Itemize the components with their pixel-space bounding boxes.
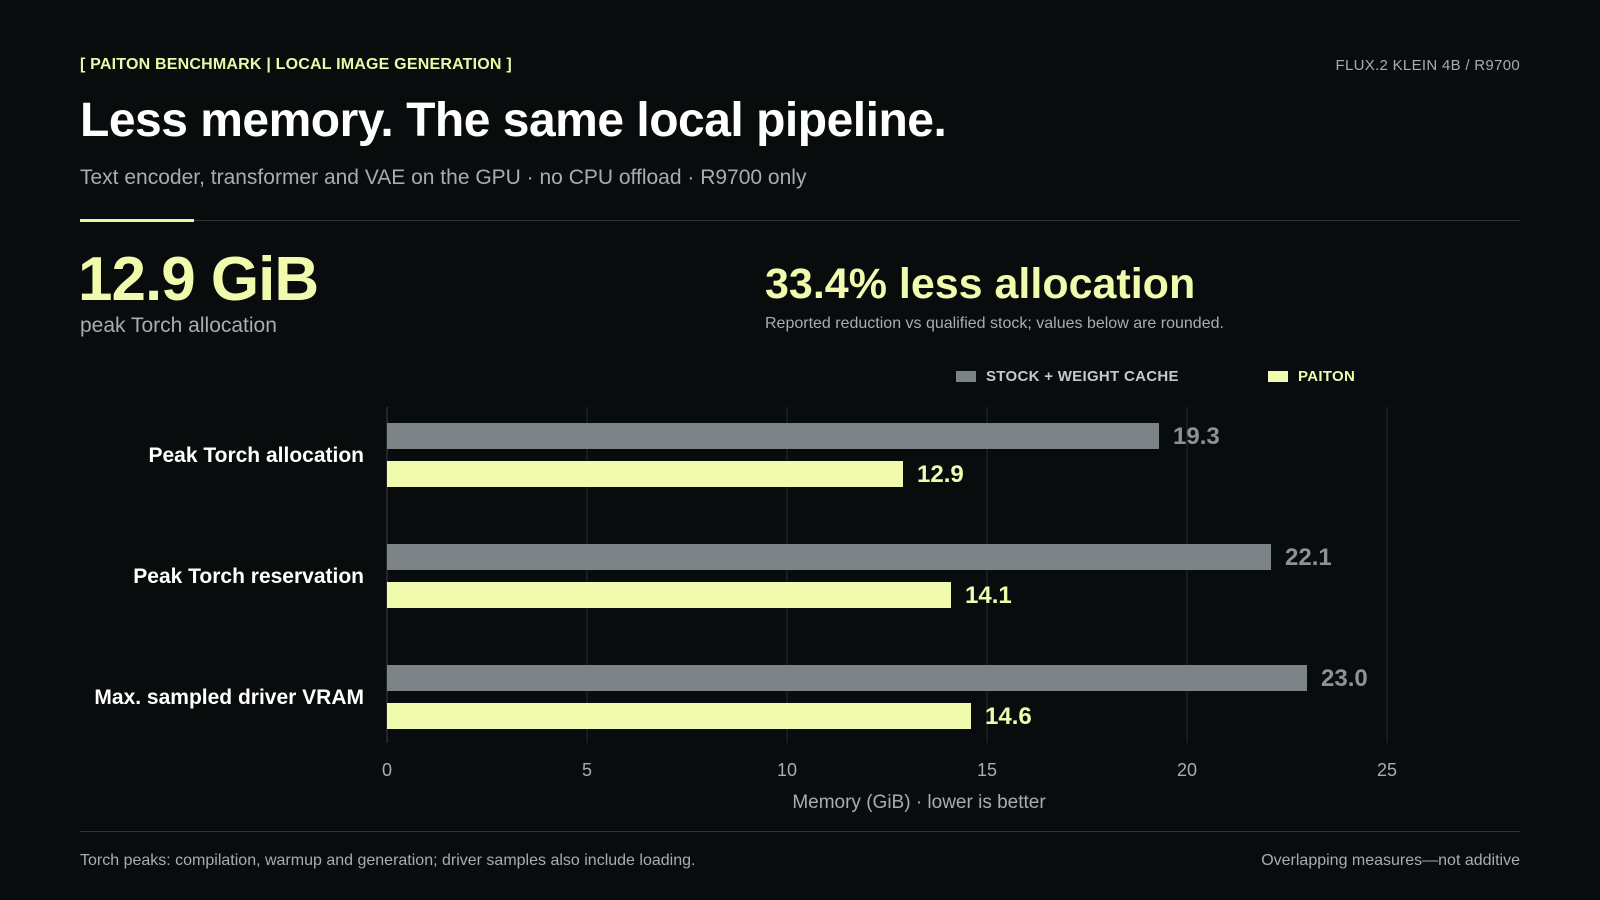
page-title: Less memory. The same local pipeline. xyxy=(80,94,947,147)
reduction-note: Reported reduction vs qualified stock; v… xyxy=(765,315,1224,332)
value-label: 14.1 xyxy=(965,582,1012,609)
category-label: Peak Torch allocation xyxy=(148,444,364,467)
x-tick-label: 0 xyxy=(382,760,392,780)
legend-stock-label: STOCK + WEIGHT CACHE xyxy=(986,368,1179,385)
x-tick-label: 20 xyxy=(1177,760,1197,780)
x-axis-title: Memory (GiB) · lower is better xyxy=(792,792,1046,813)
legend-paiton-swatch xyxy=(1268,371,1288,382)
legend-stock: STOCK + WEIGHT CACHE xyxy=(956,368,1179,385)
value-label: 23.0 xyxy=(1321,665,1368,692)
x-tick-label: 10 xyxy=(777,760,797,780)
paiton-bar xyxy=(387,582,951,608)
kicker: [ PAITON BENCHMARK | LOCAL IMAGE GENERAT… xyxy=(80,56,512,73)
footer-divider xyxy=(80,831,1520,832)
stock-bar xyxy=(387,423,1159,449)
paiton-bar xyxy=(387,461,903,487)
header-divider-accent xyxy=(80,219,194,222)
reduction-stat: 33.4% less allocation xyxy=(765,260,1196,308)
x-tick-label: 15 xyxy=(977,760,997,780)
footer-note-left: Torch peaks: compilation, warmup and gen… xyxy=(80,852,696,869)
category-label: Peak Torch reservation xyxy=(133,565,364,588)
paiton-bar xyxy=(387,703,971,729)
legend-paiton: PAITON xyxy=(1268,368,1355,385)
model-tag: FLUX.2 KLEIN 4B / R9700 xyxy=(1335,57,1520,74)
peak-stat-value: 12.9 GiB xyxy=(78,245,319,314)
legend-stock-swatch xyxy=(956,371,976,382)
header-divider xyxy=(80,220,1520,221)
page-subtitle: Text encoder, transformer and VAE on the… xyxy=(80,166,807,189)
value-label: 12.9 xyxy=(917,461,964,488)
stock-bar xyxy=(387,544,1271,570)
stock-bar xyxy=(387,665,1307,691)
value-label: 14.6 xyxy=(985,703,1032,730)
peak-stat-label: peak Torch allocation xyxy=(80,314,277,337)
x-tick-label: 5 xyxy=(582,760,592,780)
legend-paiton-label: PAITON xyxy=(1298,368,1356,385)
x-tick-label: 25 xyxy=(1377,760,1397,780)
value-label: 19.3 xyxy=(1173,423,1220,450)
category-label: Max. sampled driver VRAM xyxy=(94,686,364,709)
footer-note-right: Overlapping measures—not additive xyxy=(1261,852,1520,869)
value-label: 22.1 xyxy=(1285,544,1332,571)
memory-bar-chart: 0 5 10 15 20 25 Peak Torch allocation 19.3 12.9 P… xyxy=(94,407,1397,813)
